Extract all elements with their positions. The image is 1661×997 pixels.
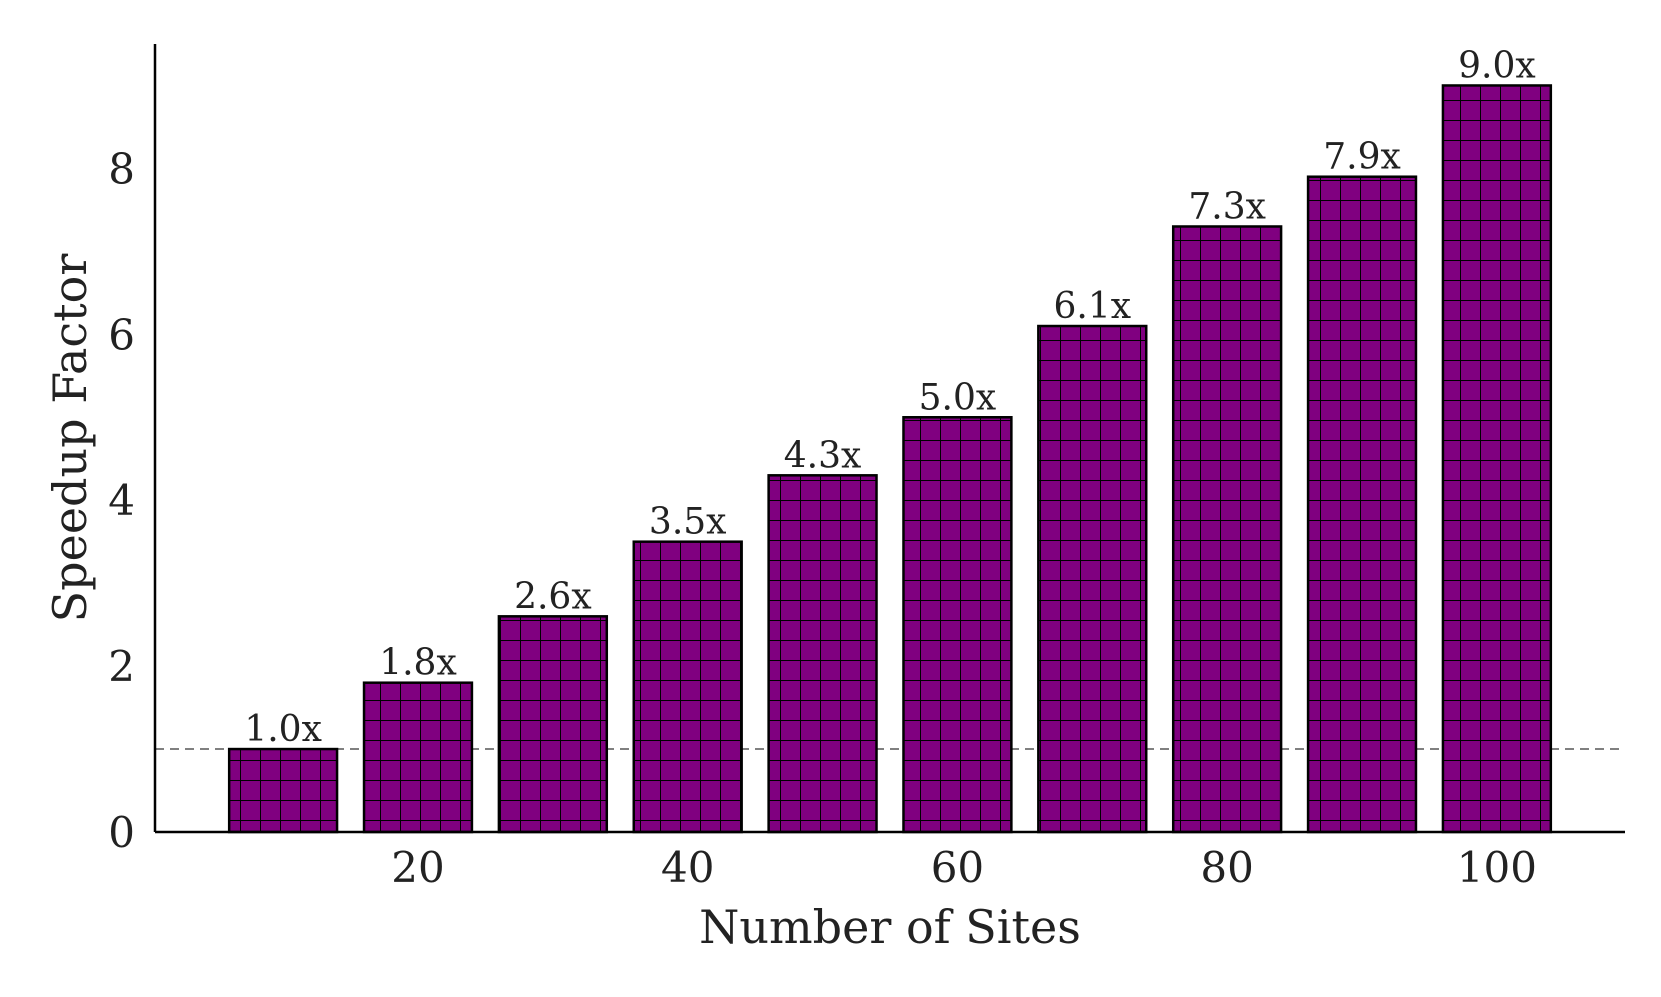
bar bbox=[902, 416, 1013, 834]
x-tick-label: 40 bbox=[661, 843, 714, 892]
y-tick-label: 8 bbox=[108, 144, 135, 193]
bar bbox=[1306, 175, 1418, 834]
bar-value-label: 5.0x bbox=[919, 377, 997, 418]
x-tick-label: 20 bbox=[391, 843, 444, 892]
bar-hatch bbox=[903, 417, 1012, 832]
bar-value-label: 7.3x bbox=[1188, 186, 1266, 227]
y-tick-label: 2 bbox=[108, 642, 135, 691]
bar-hatch bbox=[1173, 226, 1282, 833]
value-labels-layer: 1.0x 1.8x 2.6x 3.5x 4.3x 5.0x 6.1x 7.3x 7.9x 9.0x bbox=[244, 45, 1535, 750]
bar-hatch bbox=[1442, 85, 1551, 832]
x-tick-label: 60 bbox=[931, 843, 984, 892]
bar bbox=[497, 615, 609, 834]
x-tick-labels: 20 40 60 80 100 bbox=[391, 843, 1537, 892]
bar-value-label: 1.8x bbox=[379, 643, 457, 684]
y-tick-label: 4 bbox=[108, 476, 135, 525]
x-axis-label: Number of Sites bbox=[699, 900, 1081, 954]
bar-value-label: 4.3x bbox=[784, 435, 862, 476]
bar bbox=[227, 747, 339, 834]
bar bbox=[1171, 225, 1283, 834]
bar-hatch bbox=[1308, 176, 1416, 832]
bar-value-label: 9.0x bbox=[1458, 45, 1536, 86]
bar-value-label: 6.1x bbox=[1054, 286, 1132, 327]
y-tick-label: 0 bbox=[108, 808, 135, 857]
bar-hatch bbox=[364, 682, 472, 832]
bar bbox=[1037, 324, 1148, 834]
bar bbox=[632, 540, 743, 834]
x-tick-label: 80 bbox=[1200, 843, 1253, 892]
y-tick-label: 6 bbox=[108, 310, 135, 359]
bar bbox=[767, 474, 878, 834]
bar bbox=[362, 681, 474, 834]
bar-hatch bbox=[229, 749, 338, 832]
bar-value-label: 3.5x bbox=[649, 502, 727, 543]
bar-value-label: 7.9x bbox=[1323, 137, 1401, 178]
bar bbox=[1441, 84, 1553, 834]
bar-hatch bbox=[633, 541, 742, 832]
x-tick-label: 100 bbox=[1457, 843, 1537, 892]
bars-layer bbox=[227, 84, 1553, 834]
y-tick-labels: 0 2 4 6 8 bbox=[108, 144, 135, 857]
bar-value-label: 2.6x bbox=[514, 576, 592, 617]
y-axis-label: Speedup Factor bbox=[43, 254, 97, 623]
bar-hatch bbox=[768, 475, 877, 832]
bar-hatch bbox=[1038, 326, 1147, 832]
bar-hatch bbox=[498, 616, 607, 832]
bar-value-label: 1.0x bbox=[244, 709, 322, 750]
